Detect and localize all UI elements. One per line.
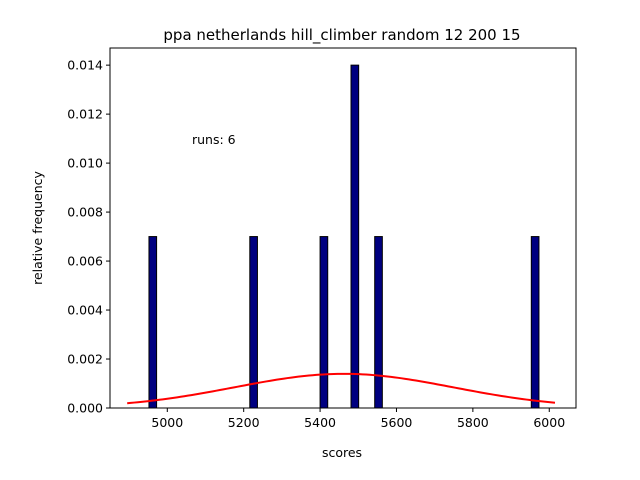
y-tick-label: 0.012: [67, 107, 103, 122]
runs-annotation: runs: 6: [192, 132, 236, 147]
x-tick-label: 5400: [304, 415, 336, 430]
y-tick-label: 0.008: [67, 205, 103, 220]
histogram-bar-0: [148, 236, 158, 409]
x-tick-label: 6000: [533, 415, 565, 430]
y-tick-label: 0.002: [67, 352, 103, 367]
chart-title: ppa netherlands hill_climber random 12 2…: [163, 26, 520, 45]
x-tick-label: 5800: [457, 415, 489, 430]
x-axis-label: scores: [322, 445, 362, 460]
x-tick-label: 5200: [228, 415, 260, 430]
x-tick-label: 5000: [151, 415, 183, 430]
y-axis-label: relative frequency: [30, 170, 45, 284]
y-tick-label: 0.004: [67, 303, 103, 318]
y-tick-label: 0.006: [67, 254, 103, 269]
axes-frame: [109, 47, 577, 409]
histogram-bar-4: [374, 236, 383, 409]
y-tick-label: 0.014: [67, 58, 103, 73]
y-tick-label: 0.010: [67, 156, 103, 171]
histogram-bar-2: [319, 236, 329, 409]
y-tick-label: 0.000: [67, 401, 103, 416]
normal-fit-curve: [127, 372, 556, 405]
plot-area: 5000 5200 5400 5600 5800 6000 0.000 0.002 0.004 0…: [67, 47, 577, 430]
histogram-bar-5: [530, 236, 540, 409]
x-tick-label: 5600: [381, 415, 413, 430]
histogram-bar-3: [350, 64, 360, 409]
